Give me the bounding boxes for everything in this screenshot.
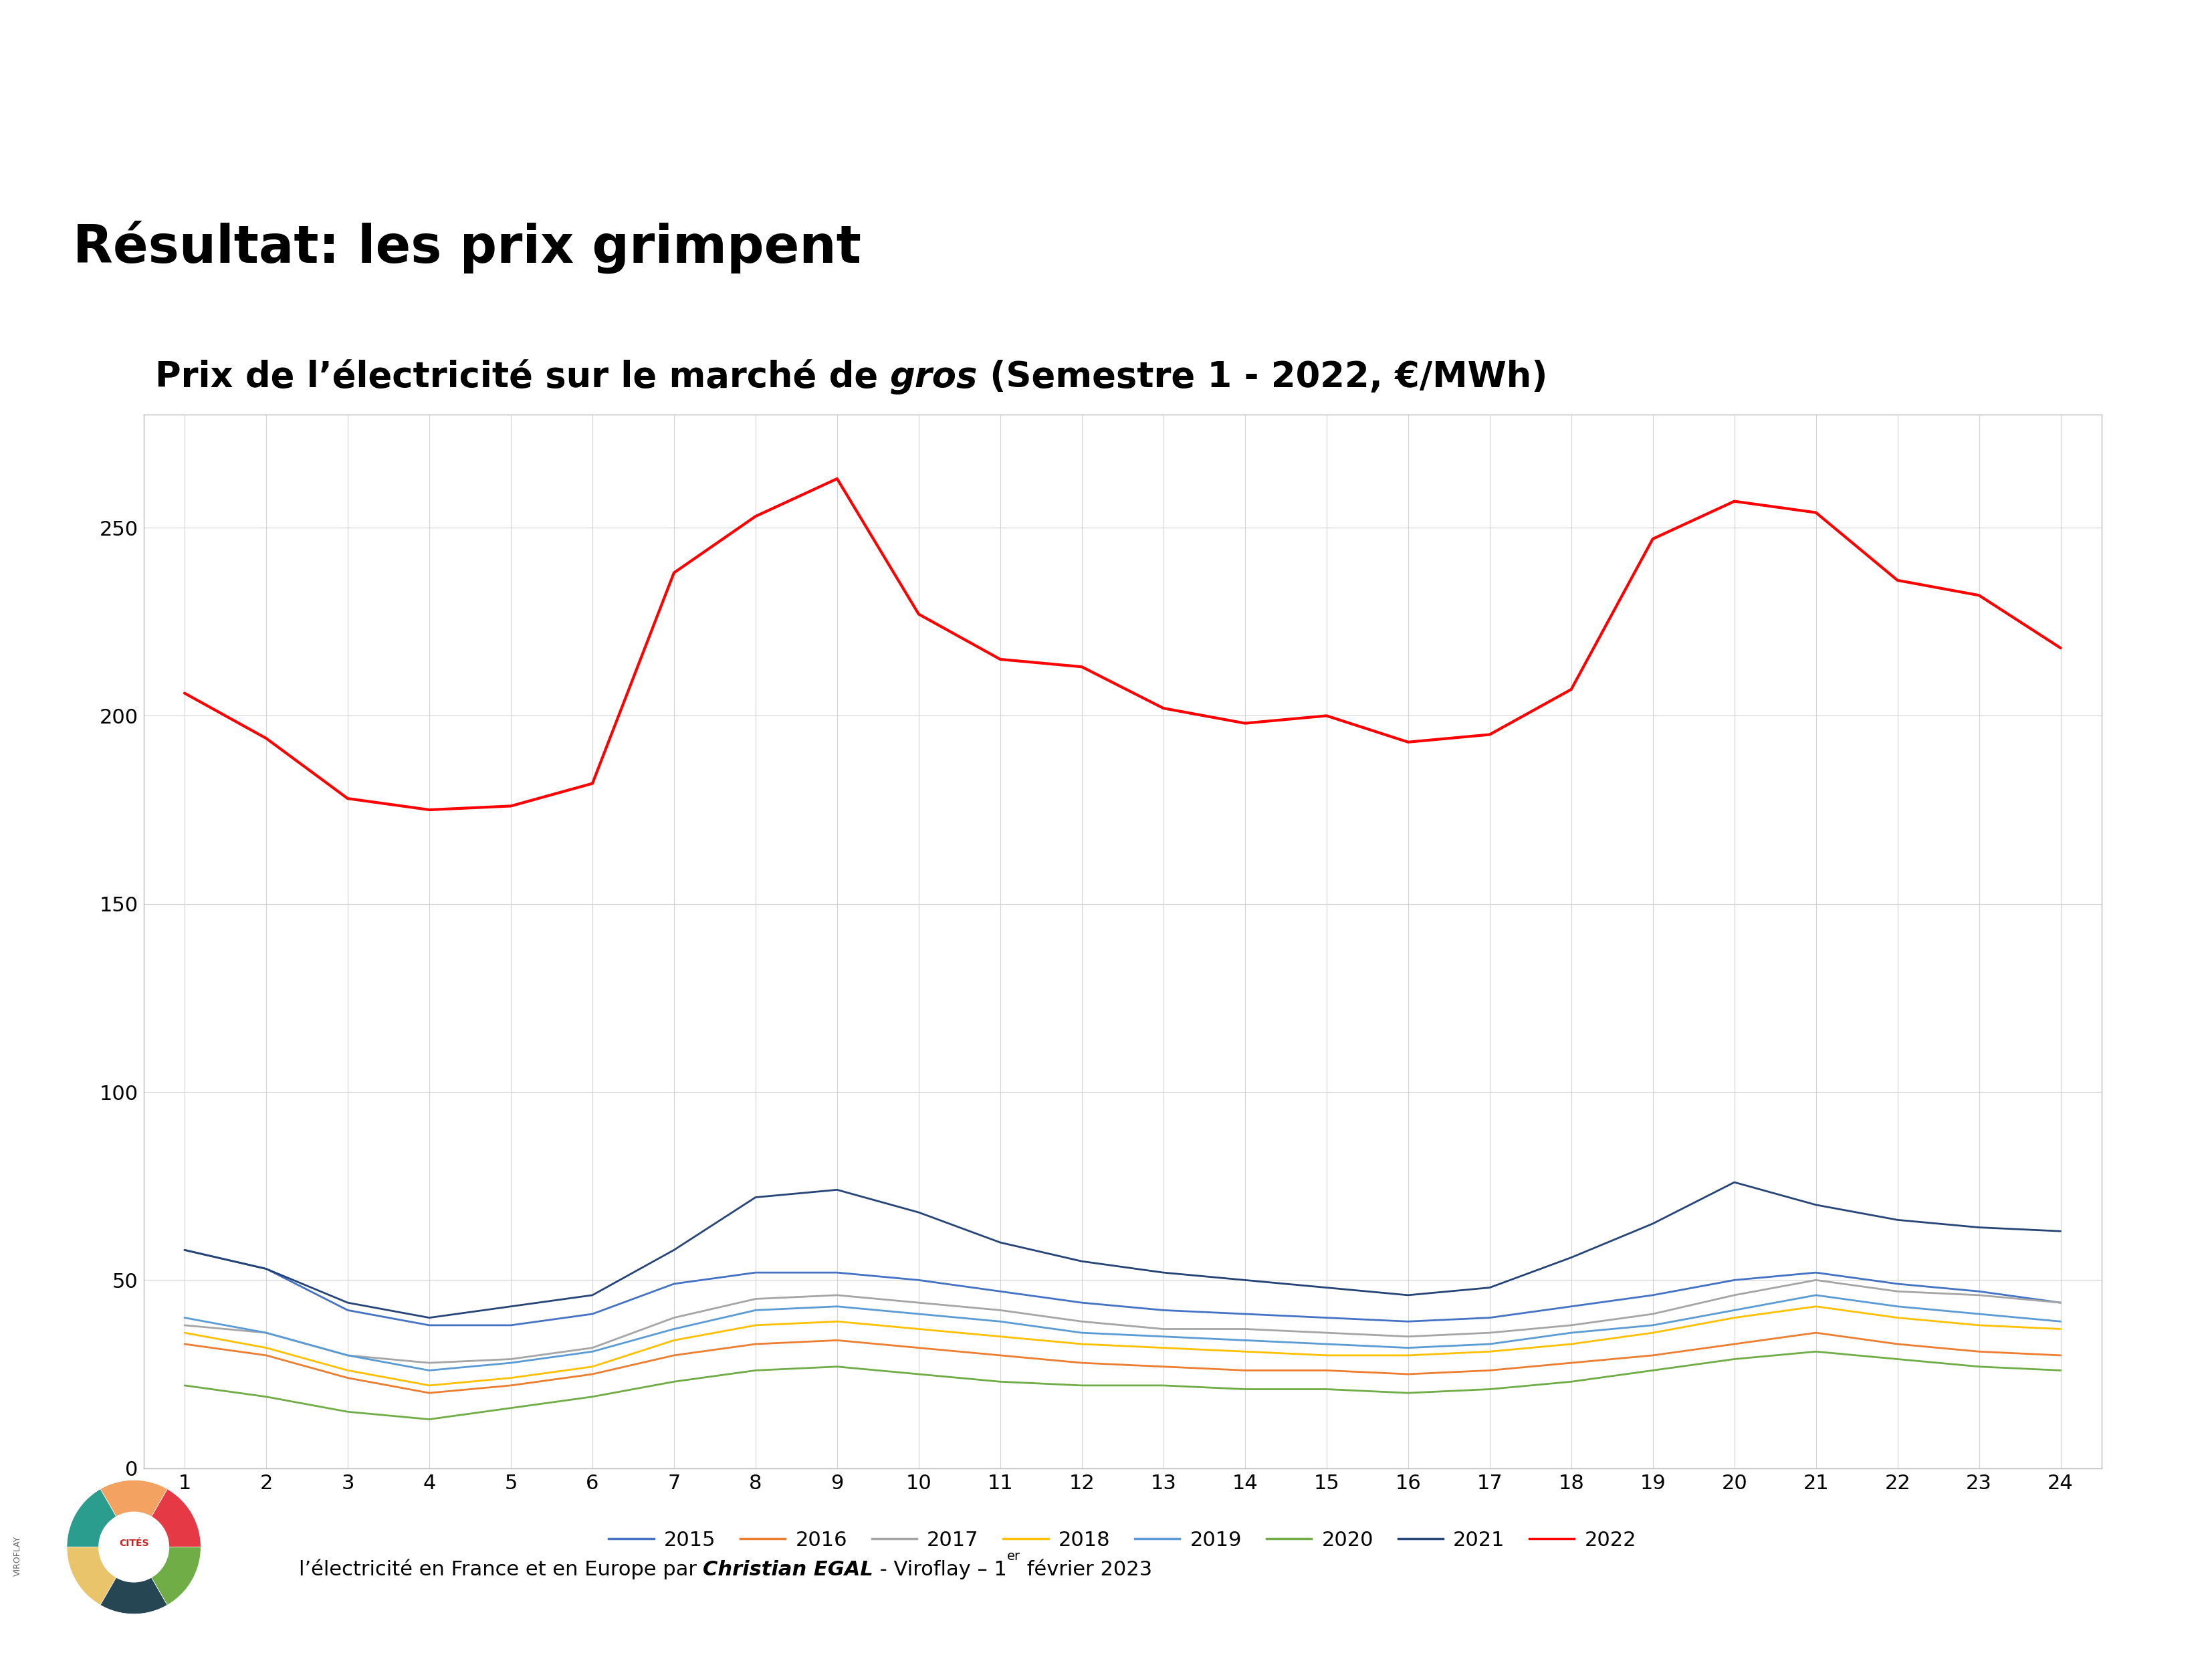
Text: Christian EGAL: Christian EGAL bbox=[703, 1559, 874, 1579]
Wedge shape bbox=[100, 1546, 168, 1614]
Text: février 2023: février 2023 bbox=[1020, 1559, 1152, 1579]
Wedge shape bbox=[133, 1490, 201, 1546]
Wedge shape bbox=[66, 1490, 133, 1546]
Text: - Viroflay – 1: - Viroflay – 1 bbox=[874, 1559, 1006, 1579]
Text: Résultat: les prix grimpent: Résultat: les prix grimpent bbox=[73, 221, 860, 274]
Text: l’électricité en France et en Europe par: l’électricité en France et en Europe par bbox=[299, 1559, 703, 1579]
Wedge shape bbox=[133, 1546, 201, 1604]
Text: gros: gros bbox=[889, 360, 978, 395]
Legend: 2015, 2016, 2017, 2018, 2019, 2020, 2021, 2022: 2015, 2016, 2017, 2018, 2019, 2020, 2021… bbox=[602, 1523, 1644, 1558]
Text: CITÉS: CITÉS bbox=[119, 1538, 148, 1548]
Wedge shape bbox=[100, 1480, 168, 1546]
Text: VIROFLAY: VIROFLAY bbox=[13, 1536, 22, 1576]
Wedge shape bbox=[66, 1546, 133, 1604]
Text: er: er bbox=[1006, 1550, 1020, 1563]
Text: Prix de l’électricité sur le marché de: Prix de l’électricité sur le marché de bbox=[155, 360, 889, 395]
Circle shape bbox=[97, 1511, 170, 1583]
Text: (Semestre 1 - 2022, €/MWh): (Semestre 1 - 2022, €/MWh) bbox=[978, 360, 1548, 395]
